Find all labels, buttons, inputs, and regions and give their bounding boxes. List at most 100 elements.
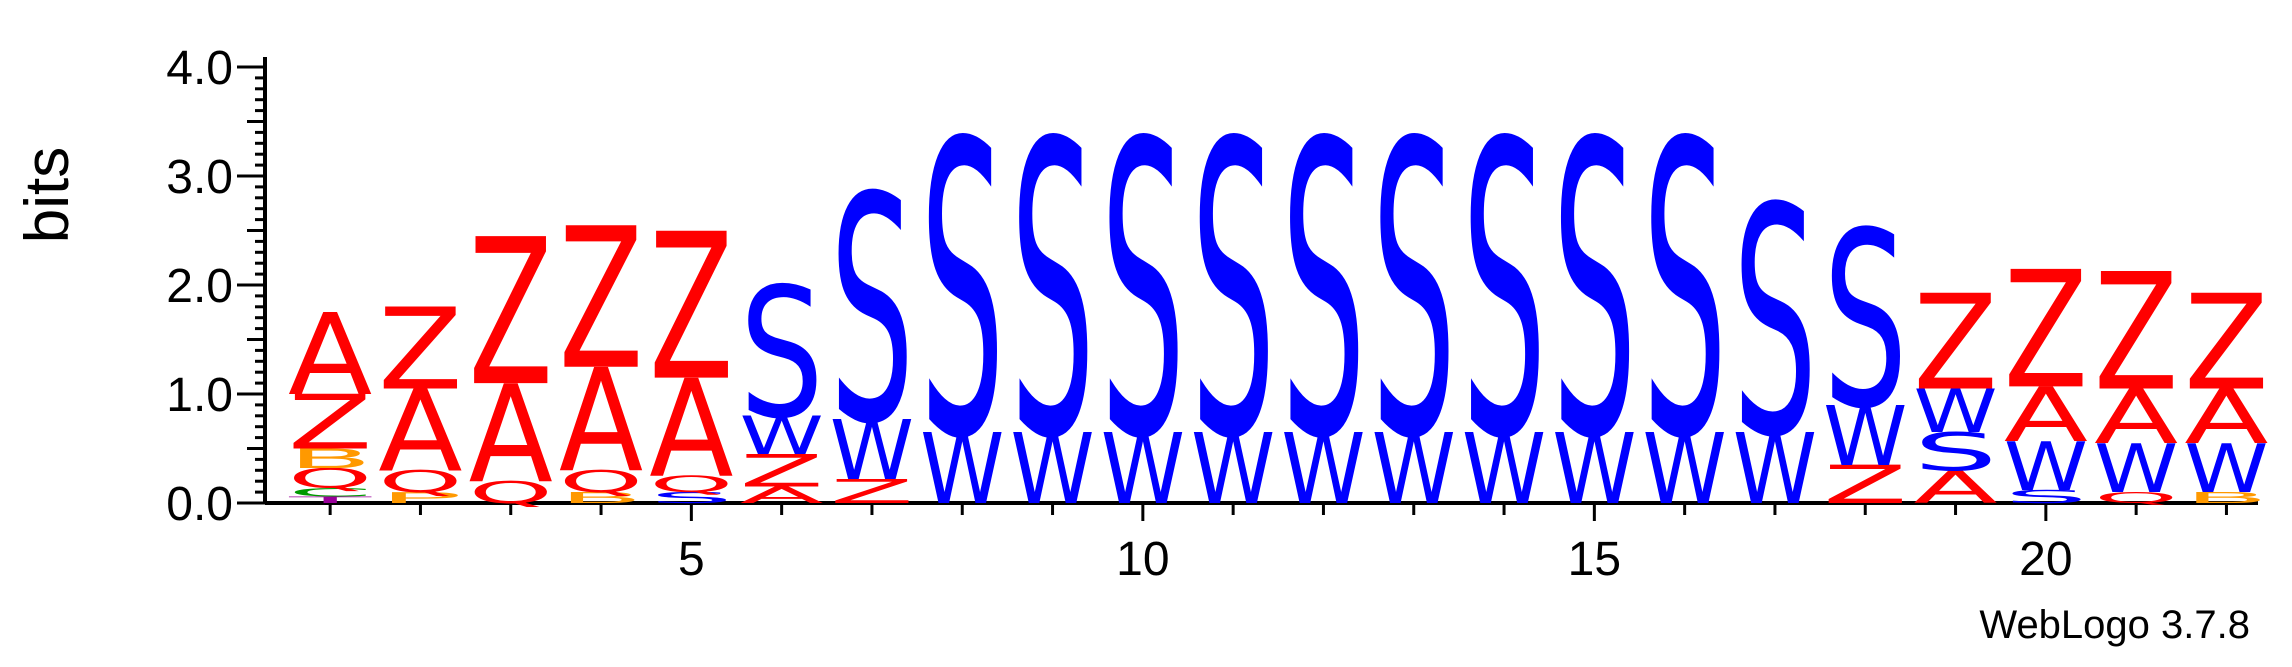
- glyph-Z: Z: [2004, 237, 2088, 425]
- glyph-A: A: [288, 290, 372, 420]
- logo-column-13: WS: [1372, 57, 1456, 527]
- glyph-W: W: [1643, 413, 1727, 527]
- x-axis: 5 10 15 20: [265, 501, 2258, 586]
- logo-column-12: WS: [1281, 57, 1365, 527]
- x-tick-label: 15: [1568, 533, 1621, 586]
- glyph-Z: Z: [740, 445, 824, 497]
- glyph-Q: Q: [559, 464, 643, 499]
- glyph-A: A: [1913, 461, 1997, 513]
- glyph-Z: Z: [2094, 239, 2178, 427]
- glyph-S: S: [740, 251, 824, 459]
- glyph-S: S: [1010, 57, 1094, 527]
- y-tick-label: 3.0: [166, 151, 233, 204]
- y-axis: 0.0 1.0 2.0 3.0 4.0: [166, 42, 267, 531]
- glyph-W: W: [1913, 378, 1997, 447]
- glyph-A: A: [559, 340, 643, 504]
- y-tick-label: 2.0: [166, 260, 233, 313]
- glyph-Q: Q: [378, 464, 462, 499]
- glyph-S: S: [1552, 57, 1636, 527]
- logo-column-7: ZWS: [830, 132, 914, 511]
- glyph-W: W: [2004, 429, 2088, 507]
- glyph-W: W: [1281, 413, 1365, 527]
- glyph-A: A: [2184, 374, 2268, 461]
- glyph-Q: Q: [469, 475, 553, 510]
- x-tick-label: 10: [1116, 533, 1169, 586]
- x-tick-label: 5: [678, 533, 705, 586]
- glyph-Z: Z: [1913, 268, 1997, 421]
- glyph-P: P: [378, 489, 462, 506]
- logo-column-10: WS: [1101, 57, 1185, 527]
- glyph-S: S: [1913, 422, 1997, 483]
- glyph-W: W: [1733, 413, 1817, 527]
- glyph-S: S: [1101, 57, 1185, 527]
- glyph-Z: Z: [469, 197, 553, 431]
- glyph-B: B: [2184, 489, 2268, 506]
- glyph-Q: Q: [2094, 489, 2178, 506]
- glyph-T: T: [288, 495, 373, 505]
- glyph-Q: Q: [288, 463, 372, 494]
- logo-column-11: WS: [1191, 57, 1275, 527]
- glyph-S: S: [1281, 57, 1365, 527]
- glyph-Z: Z: [649, 192, 733, 426]
- glyph-Z: Z: [830, 473, 914, 511]
- logo-column-17: WS: [1733, 142, 1817, 527]
- glyph-W: W: [920, 413, 1004, 527]
- glyph-W: W: [1372, 413, 1456, 527]
- glyph-Q: Q: [649, 472, 733, 498]
- glyph-W: W: [1010, 413, 1094, 527]
- glyph-A: A: [649, 352, 733, 508]
- logo-column-3: QAZ: [469, 197, 553, 513]
- x-tick-label: 20: [2019, 533, 2072, 586]
- glyph-A: A: [740, 482, 824, 508]
- glyph-C: C: [288, 485, 372, 499]
- glyph-B: B: [559, 489, 643, 506]
- glyph-W: W: [740, 405, 824, 466]
- glyph-W: W: [1462, 413, 1546, 527]
- weblogo-credit: WebLogo 3.7.8: [1979, 603, 2250, 647]
- glyph-S: S: [1372, 57, 1456, 527]
- glyph-A: A: [469, 357, 553, 513]
- glyph-S: S: [1733, 142, 1817, 507]
- glyph-A: A: [2004, 372, 2088, 459]
- glyph-S: S: [830, 132, 914, 493]
- y-tick-label: 4.0: [166, 42, 233, 95]
- logo-column-15: WS: [1552, 57, 1636, 527]
- glyph-W: W: [1552, 413, 1636, 527]
- glyph-W: W: [1191, 413, 1275, 527]
- y-tick-label: 1.0: [166, 369, 233, 422]
- glyph-Z: Z: [2184, 268, 2268, 421]
- logo-column-8: WS: [920, 57, 1004, 527]
- glyph-W: W: [1101, 413, 1185, 527]
- glyph-B: B: [288, 443, 372, 474]
- glyph-S: S: [1191, 57, 1275, 527]
- glyph-W: W: [830, 402, 914, 498]
- glyph-S: S: [1643, 57, 1727, 527]
- glyph-S: S: [1462, 57, 1546, 527]
- y-axis-title: bits: [13, 147, 82, 243]
- logo-column-18: ZWS: [1823, 182, 1907, 516]
- glyph-W: W: [2184, 431, 2268, 509]
- y-tick-label: 0.0: [166, 478, 233, 531]
- glyph-A: A: [2094, 374, 2178, 461]
- glyph-Z: Z: [378, 285, 462, 415]
- glyph-Z: Z: [559, 188, 643, 414]
- glyph-W: W: [2094, 431, 2178, 509]
- logo-column-16: WS: [1643, 57, 1727, 527]
- glyph-A: A: [378, 367, 462, 497]
- glyph-Z: Z: [288, 380, 372, 467]
- glyph-Z: Z: [1823, 455, 1907, 516]
- glyph-S: S: [920, 57, 1004, 527]
- glyph-S: S: [2004, 487, 2088, 508]
- glyph-S: S: [1823, 182, 1907, 463]
